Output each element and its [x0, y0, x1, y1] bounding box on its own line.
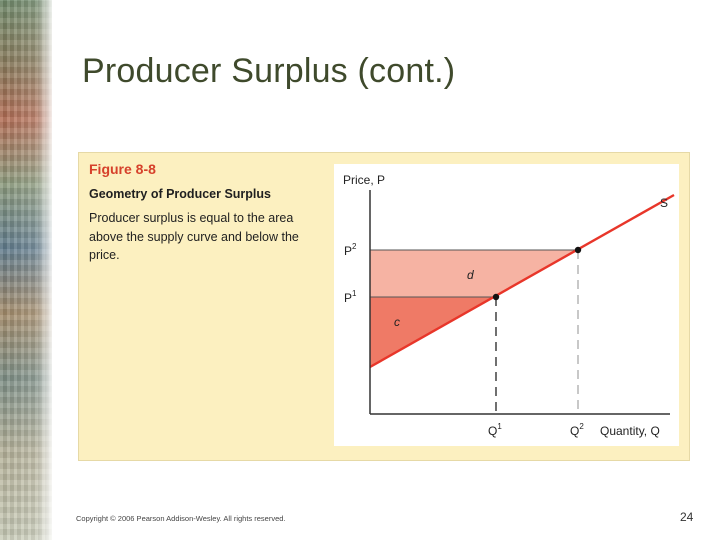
- equilibrium-point-2: [574, 246, 582, 254]
- equilibrium-point-1: [492, 293, 500, 301]
- decorative-photo-strip: [0, 0, 52, 540]
- x-axis-label: Quantity, Q: [600, 424, 660, 438]
- price-p1-label: P1: [344, 289, 357, 305]
- supply-curve: [369, 193, 675, 369]
- price-p2-label: P2: [344, 242, 357, 258]
- footer-copyright: Copyright © 2006 Pearson Addison-Wesley.…: [76, 514, 286, 523]
- slide-title: Producer Surplus (cont.): [82, 52, 456, 90]
- area-d-label: d: [467, 268, 474, 282]
- figure-number: Figure 8-8: [89, 161, 156, 177]
- quantity-q2-label: Q2: [570, 422, 584, 438]
- supply-curve-label: S: [660, 196, 668, 210]
- page-number: 24: [680, 510, 694, 524]
- area-c-label: c: [394, 315, 400, 329]
- producer-surplus-diagram: Price, P S P2 P1 Q1 Q2 Quantity, Q d c: [334, 164, 679, 446]
- y-axis-label: Price, P: [343, 173, 385, 187]
- figure-caption: Producer surplus is equal to the area ab…: [89, 211, 299, 262]
- figure-heading: Geometry of Producer Surplus: [89, 187, 271, 201]
- quantity-q1-label: Q1: [488, 422, 502, 438]
- area-d-region: [370, 250, 578, 297]
